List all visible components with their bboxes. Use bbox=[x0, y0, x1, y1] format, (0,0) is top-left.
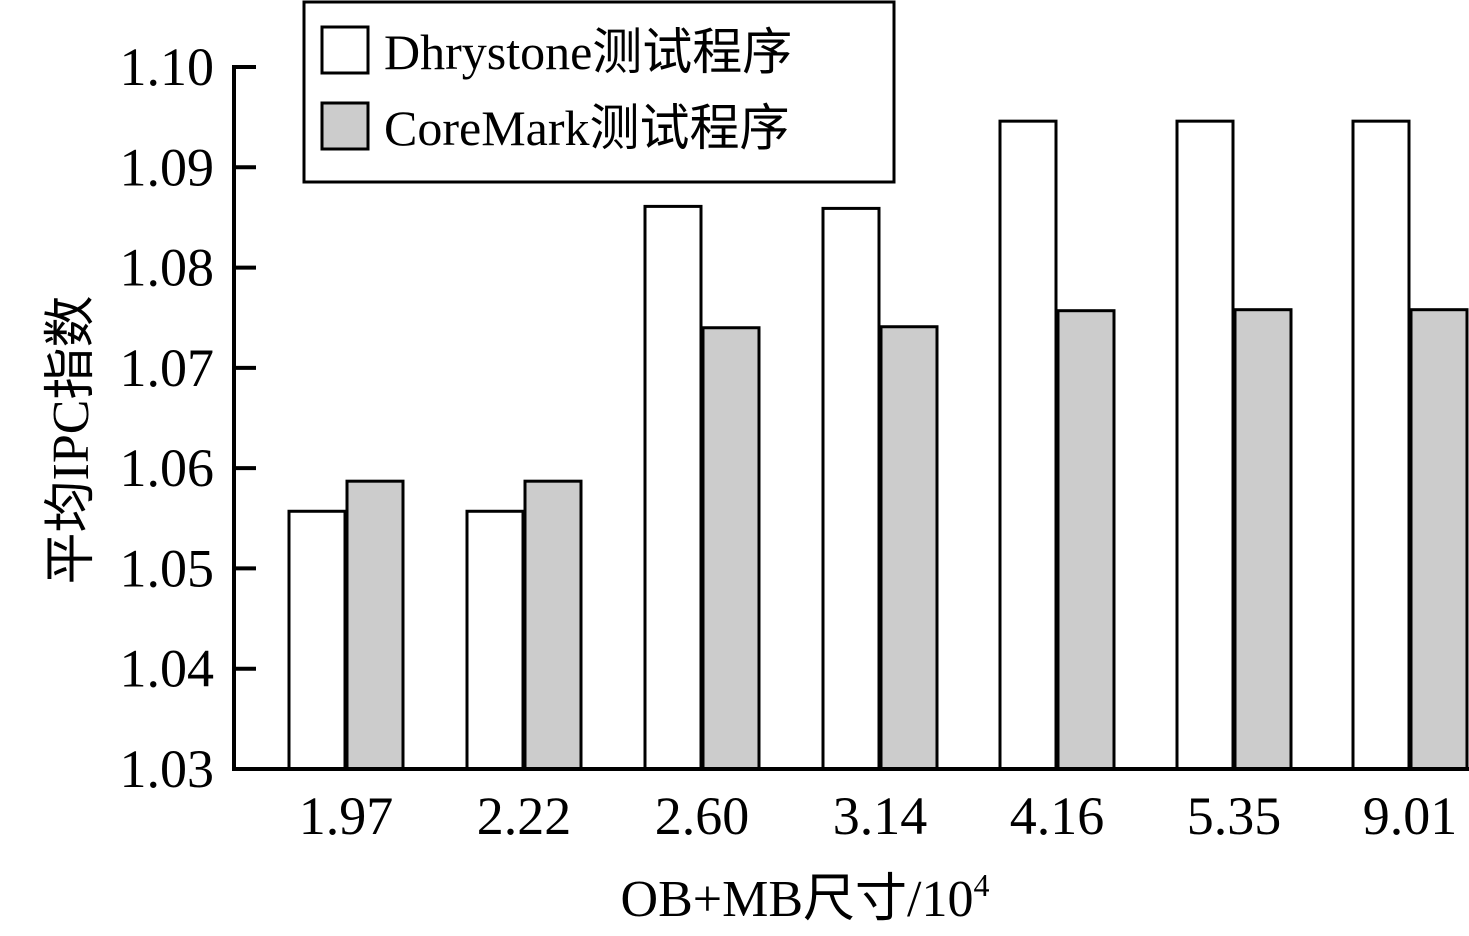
y-tick-label: 1.03 bbox=[120, 739, 215, 799]
bar-coremark-3_14 bbox=[879, 325, 939, 771]
bar-dhrystone-2_60 bbox=[643, 204, 703, 771]
bar-dhrystone-9_01 bbox=[1351, 119, 1411, 771]
y-tick-label: 1.07 bbox=[120, 338, 215, 398]
bar-coremark-1_97 bbox=[345, 479, 405, 771]
x-axis-title-exponent: 4 bbox=[973, 867, 989, 903]
bar-dhrystone-5_35 bbox=[1175, 119, 1235, 771]
x-ticks-layer: 1.97 2.22 2.60 3.14 4.16 5.35 9.01 bbox=[299, 786, 1458, 846]
legend-box bbox=[302, 0, 896, 184]
x-tick-label: 3.14 bbox=[833, 786, 928, 846]
legend-swatch-coremark bbox=[320, 101, 370, 151]
legend-swatch-dhrystone bbox=[320, 25, 370, 75]
legend: Dhrystone测试程序 CoreMark测试程序 bbox=[302, 0, 896, 184]
bar-coremark-2_22 bbox=[523, 479, 583, 771]
x-axis-title: OB+MB尺寸/104 bbox=[621, 867, 990, 928]
x-tick-label: 1.97 bbox=[299, 786, 394, 846]
x-tick-label: 2.22 bbox=[477, 786, 572, 846]
legend-label-dhrystone: Dhrystone测试程序 bbox=[384, 24, 792, 80]
bar-dhrystone-1_97 bbox=[287, 509, 347, 771]
y-tick-label: 1.08 bbox=[120, 238, 215, 298]
bar-coremark-4_16 bbox=[1056, 309, 1116, 771]
bars-layer bbox=[287, 119, 1469, 771]
x-axis-title-main: OB+MB尺寸/10 bbox=[621, 871, 974, 928]
bar-dhrystone-3_14 bbox=[821, 206, 881, 771]
y-tick-label: 1.10 bbox=[120, 37, 215, 97]
y-ticks-layer: 1.03 1.04 1.05 1.06 1.07 1.08 1.09 1.10 bbox=[120, 37, 256, 799]
y-tick-label: 1.04 bbox=[120, 639, 215, 699]
bar-coremark-9_01 bbox=[1409, 308, 1469, 771]
bar-dhrystone-2_22 bbox=[465, 509, 525, 771]
axes-layer bbox=[232, 65, 1469, 771]
y-axis-title: 平均IPC指数 bbox=[43, 296, 100, 585]
x-tick-label: 5.35 bbox=[1187, 786, 1282, 846]
bar-coremark-5_35 bbox=[1233, 308, 1293, 771]
legend-label-coremark: CoreMark测试程序 bbox=[384, 100, 790, 156]
y-tick-label: 1.09 bbox=[120, 137, 215, 197]
x-tick-label: 4.16 bbox=[1010, 786, 1105, 846]
bar-coremark-2_60 bbox=[701, 326, 761, 771]
bar-dhrystone-4_16 bbox=[998, 119, 1058, 771]
x-tick-label: 9.01 bbox=[1363, 786, 1458, 846]
y-tick-label: 1.05 bbox=[120, 538, 215, 598]
y-tick-label: 1.06 bbox=[120, 438, 215, 498]
x-tick-label: 2.60 bbox=[655, 786, 750, 846]
